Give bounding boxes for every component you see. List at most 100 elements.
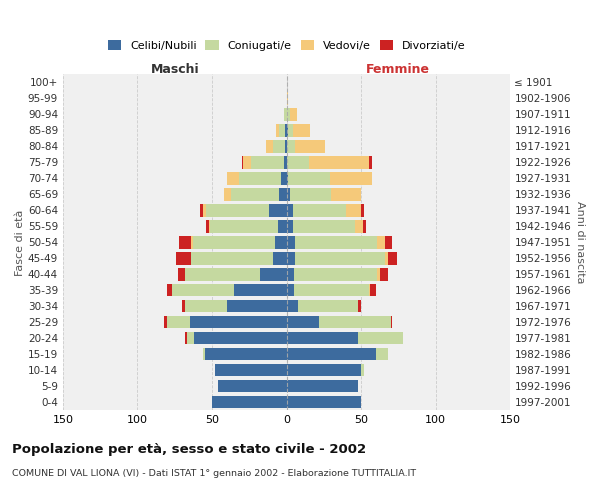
Bar: [287, 140, 295, 152]
Bar: [211, 220, 287, 232]
Bar: [167, 316, 287, 328]
Bar: [287, 172, 371, 184]
Bar: [185, 332, 287, 344]
Bar: [287, 252, 388, 264]
Bar: [287, 300, 298, 312]
Bar: [187, 332, 287, 344]
Y-axis label: Anni di nascita: Anni di nascita: [575, 201, 585, 283]
Bar: [287, 204, 361, 216]
Bar: [276, 124, 287, 136]
Bar: [287, 364, 364, 376]
Bar: [212, 396, 287, 408]
Bar: [287, 332, 403, 344]
Bar: [287, 124, 293, 136]
Bar: [193, 236, 287, 248]
Bar: [215, 364, 287, 376]
Bar: [203, 348, 287, 360]
Bar: [209, 220, 287, 232]
Bar: [285, 140, 287, 152]
Bar: [287, 284, 370, 296]
Bar: [215, 364, 287, 376]
Bar: [287, 220, 293, 232]
Bar: [287, 300, 358, 312]
Bar: [287, 124, 310, 136]
Bar: [287, 380, 358, 392]
Bar: [227, 172, 287, 184]
Bar: [287, 332, 403, 344]
Bar: [191, 236, 287, 248]
Bar: [191, 252, 287, 264]
Bar: [287, 140, 325, 152]
Bar: [287, 380, 358, 392]
Bar: [191, 252, 287, 264]
Bar: [212, 396, 287, 408]
Bar: [287, 284, 368, 296]
Bar: [284, 108, 287, 120]
Bar: [287, 332, 403, 344]
Bar: [287, 252, 397, 264]
Bar: [235, 284, 287, 296]
Bar: [287, 252, 385, 264]
Bar: [287, 300, 361, 312]
Bar: [260, 268, 287, 280]
Bar: [218, 380, 287, 392]
Bar: [287, 348, 388, 360]
Bar: [279, 188, 287, 200]
Bar: [287, 172, 371, 184]
Bar: [287, 364, 364, 376]
Bar: [167, 316, 287, 328]
Bar: [287, 268, 380, 280]
Bar: [287, 316, 391, 328]
Bar: [287, 92, 288, 104]
Bar: [287, 156, 371, 168]
Bar: [185, 268, 287, 280]
Bar: [287, 204, 293, 216]
Bar: [287, 316, 319, 328]
Bar: [287, 284, 376, 296]
Bar: [281, 172, 287, 184]
Bar: [287, 188, 361, 200]
Bar: [287, 140, 325, 152]
Bar: [287, 108, 290, 120]
Bar: [287, 108, 297, 120]
Bar: [287, 396, 361, 408]
Bar: [185, 300, 287, 312]
Bar: [287, 396, 361, 408]
Bar: [172, 284, 287, 296]
Bar: [287, 268, 388, 280]
Bar: [266, 140, 287, 152]
Bar: [167, 284, 287, 296]
Bar: [287, 252, 295, 264]
Bar: [287, 188, 361, 200]
Bar: [278, 220, 287, 232]
Bar: [218, 380, 287, 392]
Bar: [287, 236, 377, 248]
Text: COMUNE DI VAL LIONA (VI) - Dati ISTAT 1° gennaio 2002 - Elaborazione TUTTITALIA.: COMUNE DI VAL LIONA (VI) - Dati ISTAT 1°…: [12, 469, 416, 478]
Bar: [227, 172, 287, 184]
Bar: [244, 156, 287, 168]
Bar: [218, 380, 287, 392]
Bar: [275, 236, 287, 248]
Bar: [287, 348, 376, 360]
Bar: [287, 108, 297, 120]
Bar: [284, 108, 287, 120]
Bar: [176, 252, 287, 264]
Bar: [287, 396, 361, 408]
Bar: [239, 172, 287, 184]
Bar: [287, 316, 392, 328]
Bar: [287, 300, 358, 312]
Bar: [206, 204, 287, 216]
Bar: [287, 364, 361, 376]
Bar: [266, 140, 287, 152]
Bar: [215, 364, 287, 376]
Bar: [285, 124, 287, 136]
Bar: [287, 236, 392, 248]
Bar: [251, 156, 287, 168]
Bar: [224, 188, 287, 200]
Bar: [273, 252, 287, 264]
Bar: [179, 236, 287, 248]
Bar: [203, 348, 287, 360]
Bar: [287, 172, 288, 184]
Bar: [287, 204, 346, 216]
Bar: [287, 156, 368, 168]
